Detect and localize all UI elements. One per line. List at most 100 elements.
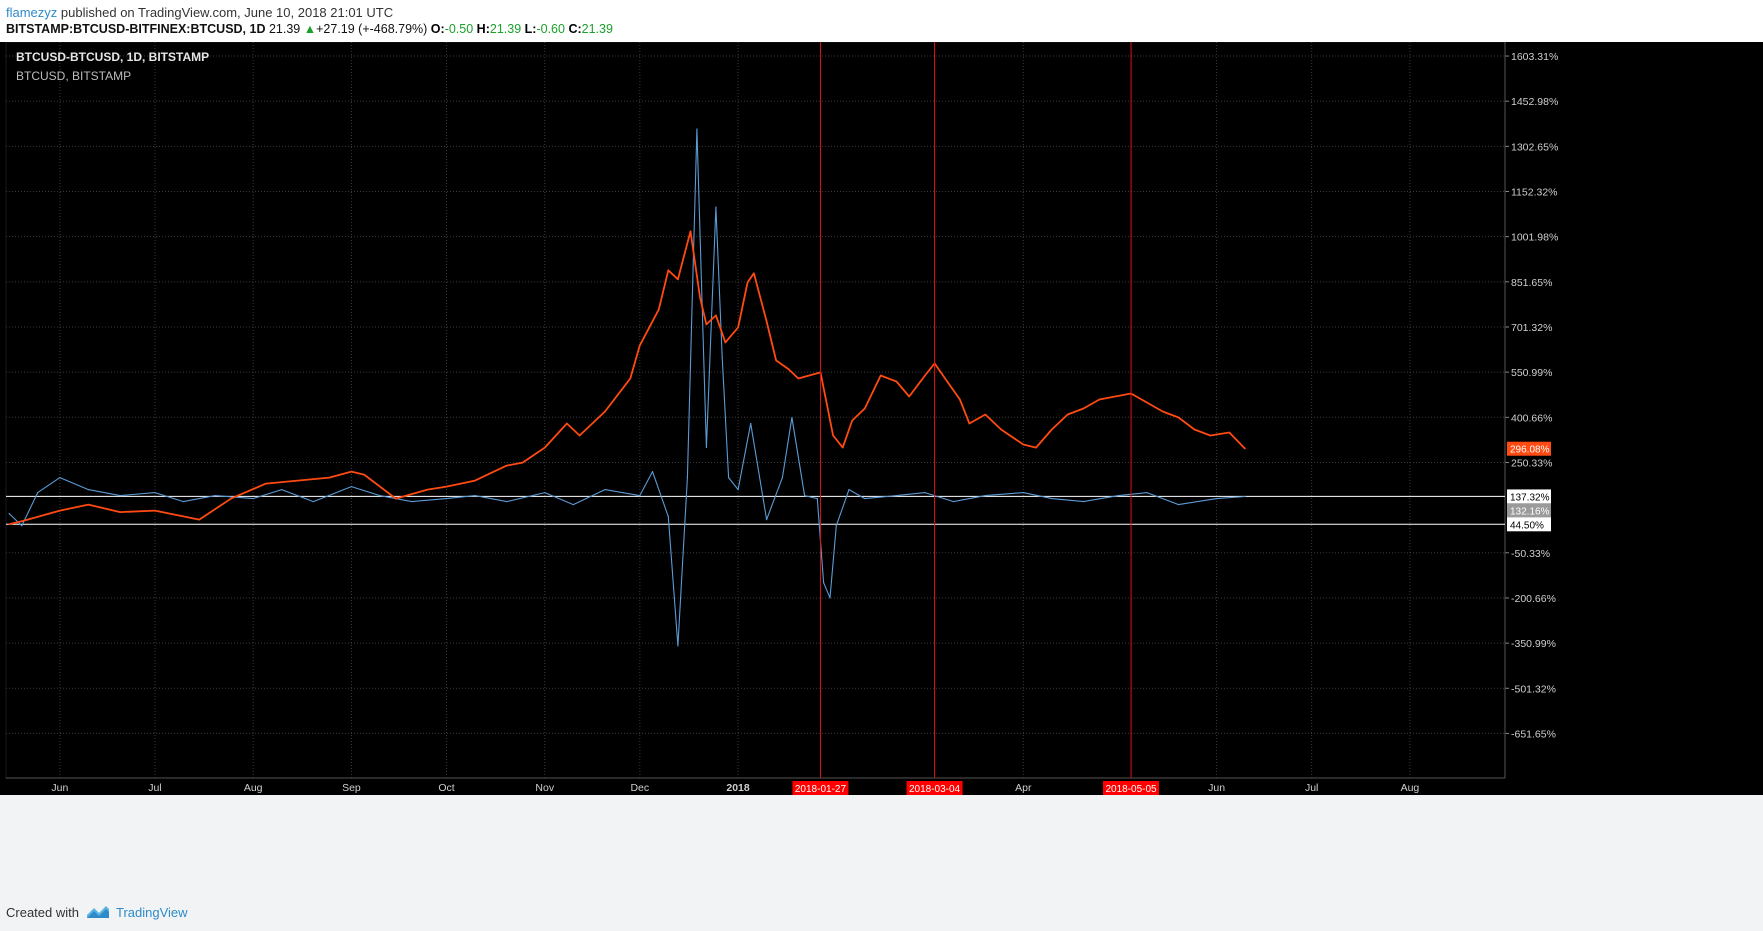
series-data-point: [895, 495, 898, 497]
series-data-point: [959, 398, 961, 401]
series-data-point: [252, 498, 254, 500]
price-label-bg: [1507, 503, 1551, 518]
series-data-point: [1098, 398, 1100, 401]
series-data-point: [37, 492, 39, 494]
main-series-legend[interactable]: BTCUSD-BTCUSD, 1D, BITSTAMP: [16, 50, 210, 64]
series-data-point: [639, 344, 641, 347]
series-data-point: [781, 476, 784, 479]
series-data-point: [946, 380, 948, 383]
tradingview-brand-link[interactable]: TradingView: [116, 905, 188, 920]
series-data-point: [395, 498, 397, 500]
series-data-point: [968, 422, 971, 425]
series-data-point: [715, 206, 717, 208]
series-data-point: [686, 476, 688, 479]
series-data-point: [851, 419, 853, 422]
series-data-point: [924, 374, 926, 377]
series-data-point: [721, 356, 723, 359]
published-text: published on TradingView.com, June 10, 2…: [60, 5, 394, 20]
series-data-point: [1146, 492, 1148, 494]
y-tick-label: -651.65%: [1511, 728, 1556, 740]
series-data-point: [154, 492, 156, 494]
high-value: 21.39: [489, 22, 522, 36]
series-data-point: [908, 395, 910, 398]
series-data-point: [328, 476, 330, 479]
series-data-point: [1162, 410, 1164, 413]
plot-pane[interactable]: [5, 42, 1506, 779]
series-data-point: [1051, 498, 1053, 500]
series-data-point: [154, 510, 156, 512]
series-data-point: [737, 489, 739, 491]
series-data-point: [230, 498, 232, 500]
series-data-point: [544, 492, 546, 494]
price-label: 44.50%: [1510, 520, 1544, 531]
series-data-point: [1051, 428, 1053, 431]
symbol-name: BITSTAMP:BTCUSD-BITFINEX:BTCUSD, 1D: [6, 22, 266, 36]
tradingview-logo-icon[interactable]: [86, 903, 110, 921]
series-data-point: [984, 495, 986, 497]
series-data-point: [791, 416, 793, 419]
y-tick-label: -501.32%: [1511, 683, 1556, 695]
x-tick-label: Oct: [438, 782, 454, 794]
series-data-point: [474, 479, 476, 482]
series-data-point: [705, 323, 707, 325]
series-data-point: [1244, 448, 1246, 450]
marker-date-label: 2018-05-05: [1105, 784, 1157, 795]
y-tick-label: 250.33%: [1511, 457, 1552, 469]
x-tick-label: Aug: [1401, 782, 1420, 794]
series-data-point: [667, 269, 669, 271]
series-data-point: [667, 516, 669, 518]
author-link[interactable]: flamezyz: [6, 5, 58, 20]
series-data-point: [296, 479, 299, 482]
price-label-bg: [1507, 489, 1551, 504]
chart-area[interactable]: 1603.31% 1452.98% 1302.65% 1152.32% 1001.98%…: [0, 42, 1763, 895]
series-data-point: [544, 446, 546, 449]
series-data-point: [699, 296, 701, 298]
series-data-point: [804, 495, 806, 497]
compare-series-legend[interactable]: BTCUSD, BITSTAMP: [16, 69, 132, 83]
up-arrow-icon: ▲: [303, 22, 317, 36]
created-with-text: Created with: [6, 905, 79, 920]
series-data-point: [87, 504, 89, 506]
series-data-point: [924, 492, 926, 494]
series-data-point: [952, 501, 955, 503]
series-data-point: [1067, 413, 1069, 416]
series-data-point: [350, 470, 353, 473]
series-data-point: [182, 501, 185, 503]
series-data-point: [1117, 495, 1119, 497]
x-tick-label: Jun: [1208, 782, 1225, 794]
series-data-point: [8, 523, 10, 525]
low-label: L:: [524, 22, 537, 36]
x-tick-label: Sep: [342, 782, 361, 794]
series-data-point: [658, 308, 660, 310]
series-data-point: [765, 320, 768, 322]
series-data-point: [829, 597, 831, 599]
series-data-point: [1177, 416, 1180, 419]
series-data-point: [604, 410, 606, 413]
series-data-point: [724, 341, 726, 344]
series-data-point: [1000, 428, 1002, 431]
series-data-point: [753, 272, 755, 274]
series-data-point: [350, 486, 353, 488]
x-tick-label: Jul: [1305, 782, 1318, 794]
series-data-point: [895, 380, 898, 383]
price-label-bg: [1507, 441, 1551, 456]
footer: Created with TradingView: [0, 895, 1763, 931]
series-data-point: [1035, 446, 1037, 449]
series-data-point: [604, 489, 606, 491]
series-data-point: [696, 128, 698, 130]
y-tick-label: 1452.98%: [1511, 96, 1558, 108]
series-data-point: [1082, 407, 1085, 410]
series-data-point: [864, 498, 866, 500]
x-tick-label: Jun: [51, 782, 68, 794]
x-tick-label: 2018: [726, 782, 750, 794]
series-data-point: [629, 377, 631, 380]
series-data-point: [566, 422, 568, 425]
chart-svg[interactable]: 1603.31% 1452.98% 1302.65% 1152.32% 1001.98%…: [0, 42, 1763, 895]
series-data-point: [8, 513, 10, 515]
open-label: O:: [430, 22, 445, 36]
series-data-point: [737, 326, 739, 328]
series-data-point: [363, 473, 365, 476]
series-data-point: [119, 511, 121, 513]
series-data-point: [1177, 504, 1180, 506]
y-tick-label: 701.32%: [1511, 322, 1552, 334]
